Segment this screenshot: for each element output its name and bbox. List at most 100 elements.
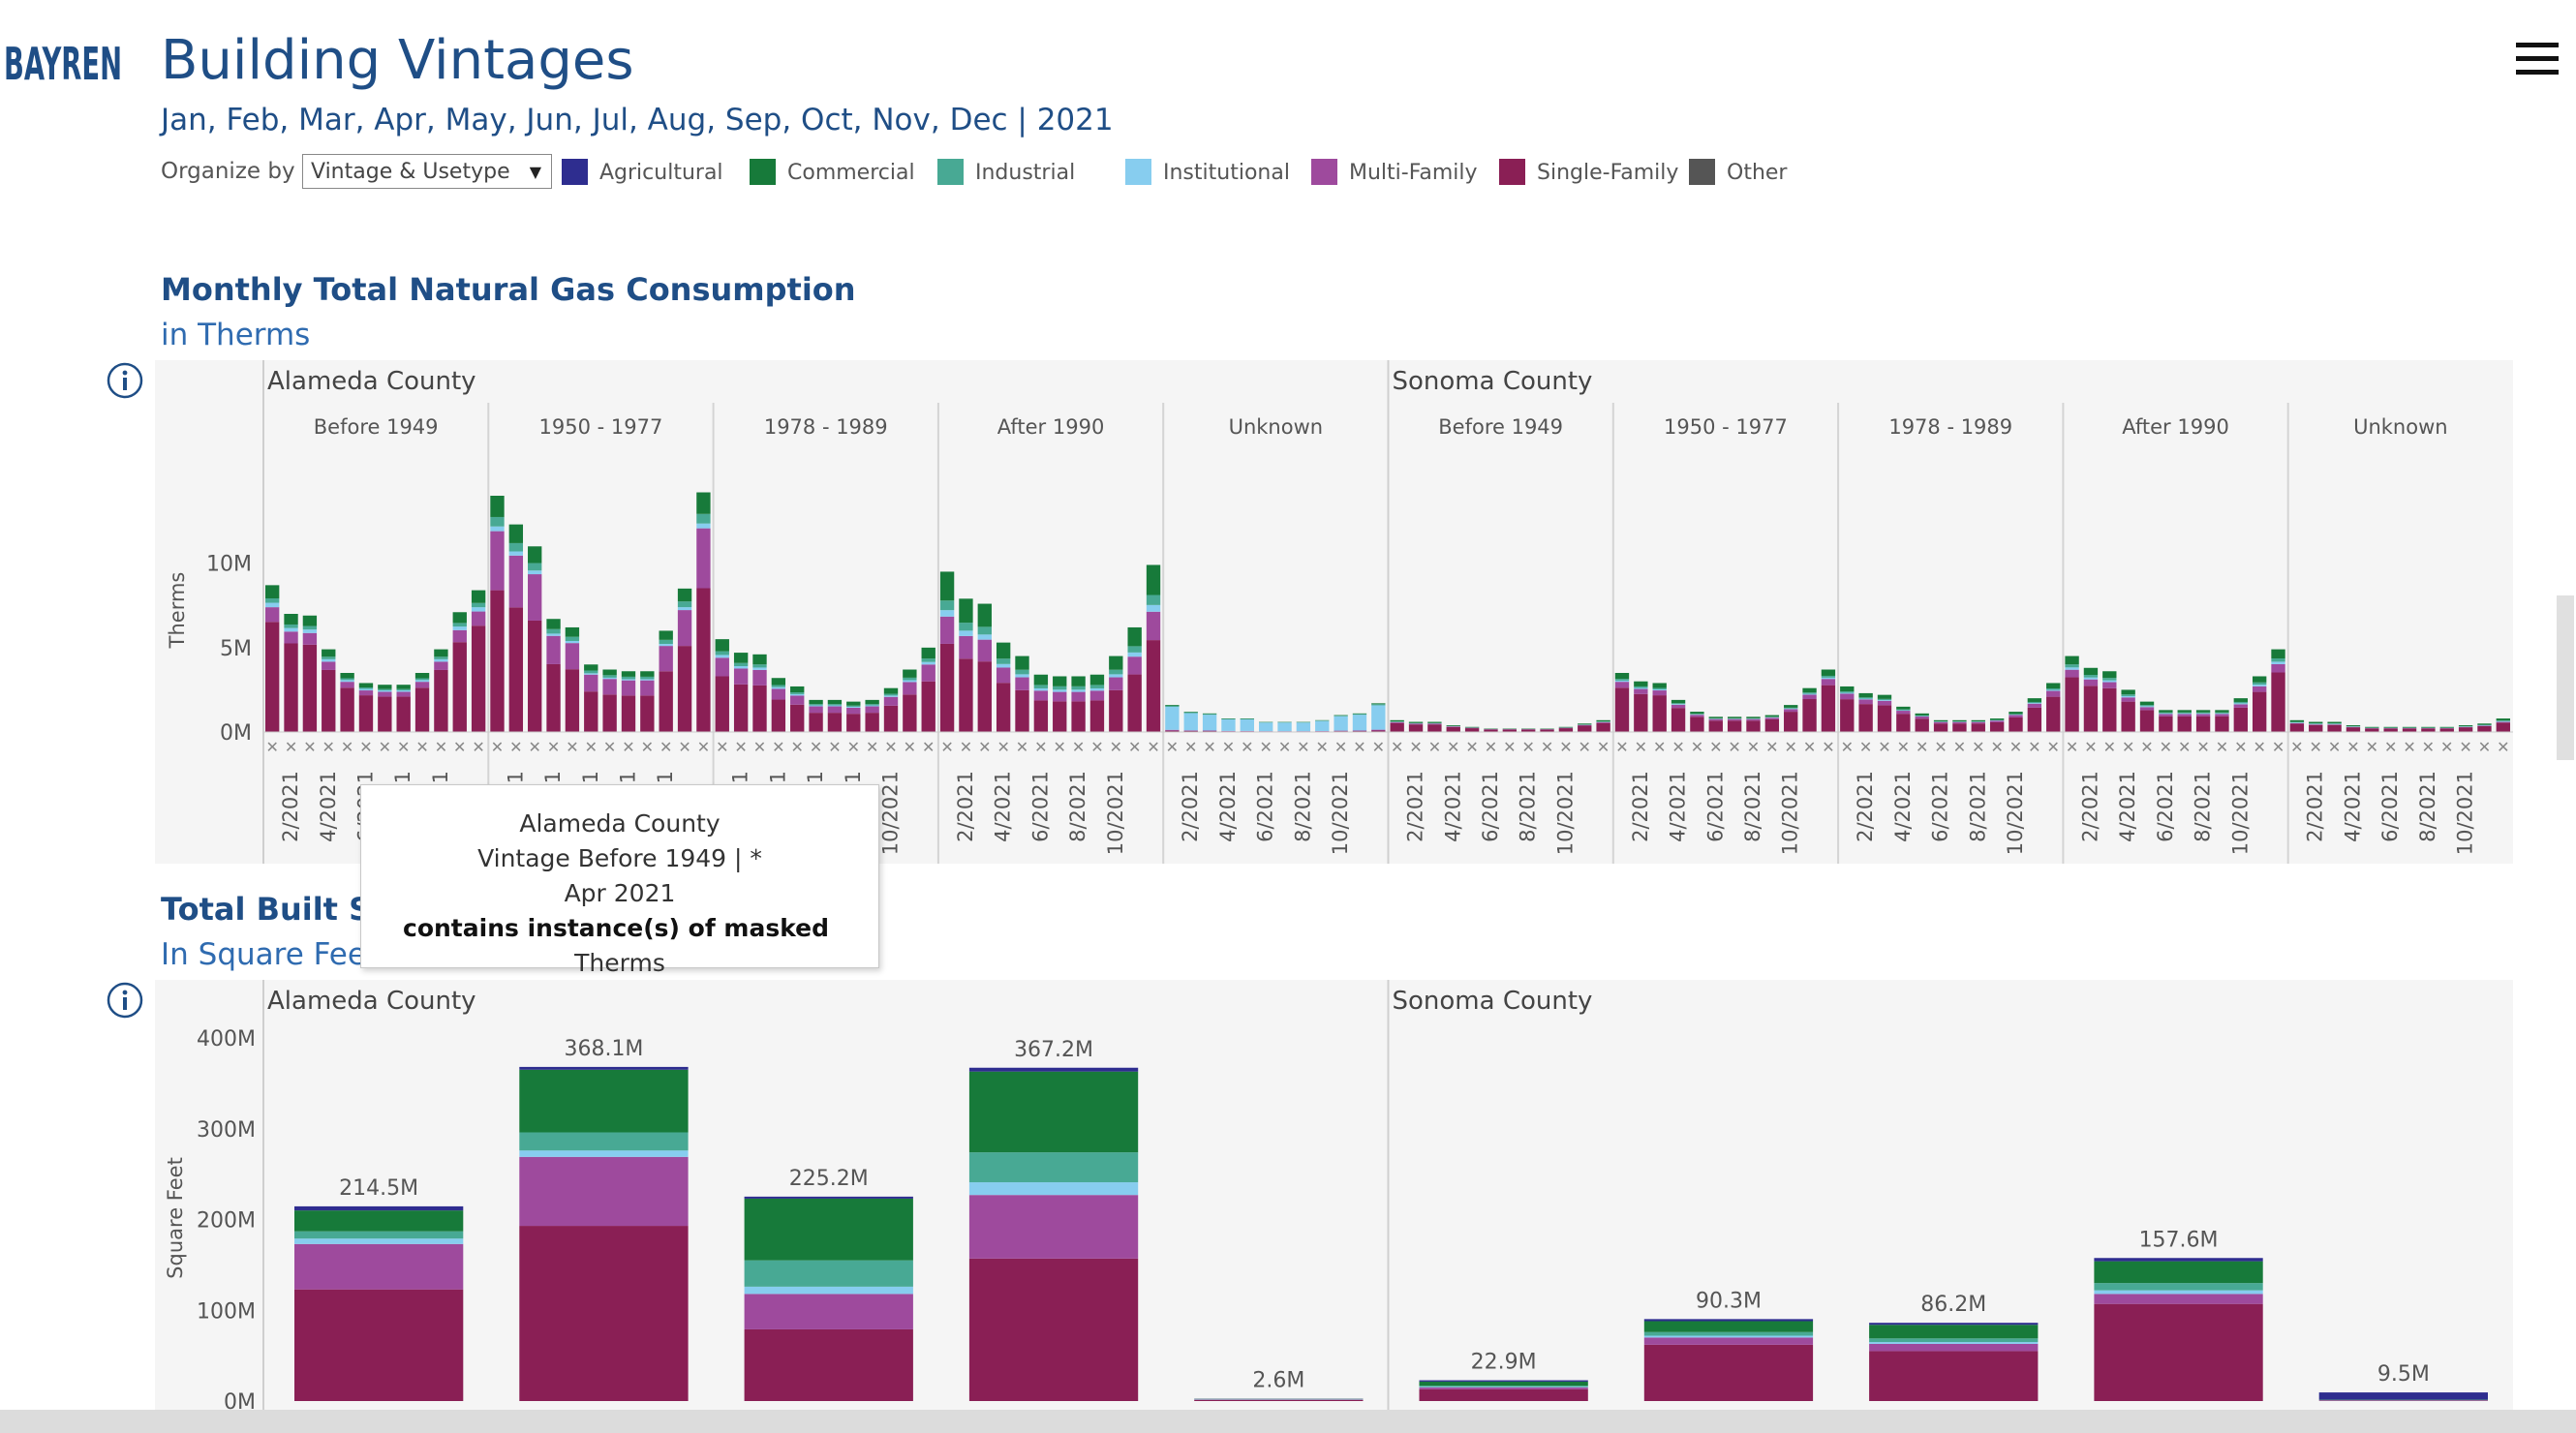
gas-bar-segment [2083,677,2099,680]
space-bar-segment [294,1238,464,1244]
masked-marker: ✕ [772,738,784,756]
horizontal-scrollbar[interactable] [0,1410,2576,1433]
gas-bar-segment [2496,722,2510,732]
gas-bar-segment [1671,708,1686,732]
masked-marker: ✕ [2310,738,2322,756]
gas-bar-segment [1652,695,1667,732]
gas-bar-segment [2346,727,2361,732]
y-tick-label: 300M [197,1118,256,1143]
gas-bar-segment [2121,701,2135,732]
gas-bar-segment [883,696,899,706]
gas-bar-segment [827,705,843,707]
masked-marker: ✕ [2497,738,2509,756]
gas-bar-segment [2159,713,2173,715]
x-tick-label: 4/2021 [1216,771,1240,842]
gas-bar-segment [1427,721,1442,723]
gas-bar-segment [939,600,955,611]
built-space-chart[interactable]: 0M 100M 200M 300M 400M Square Feet Alameda Cou… [155,980,2513,1410]
gas-bar-segment [752,667,767,670]
legend-item-commercial[interactable]: Commercial [750,159,915,185]
gas-bar-segment [1053,691,1067,702]
legend-label: Institutional [1163,161,1290,185]
masked-marker: ✕ [1391,738,1403,756]
gas-bar-segment [584,691,598,732]
county-header: Sonoma County [1393,987,1593,1016]
legend-label: Agricultural [599,161,723,185]
gas-bar-segment [2177,712,2192,714]
gas-bar-segment [1089,690,1105,701]
gas-bar-segment [2327,721,2342,724]
space-bar-segment [1869,1323,2039,1326]
gas-bar-segment [752,664,767,668]
masked-marker: ✕ [1653,738,1666,756]
gas-bar-segment [996,667,1011,684]
gas-bar-segment [752,669,767,686]
legend-label: Multi-Family [1349,161,1478,185]
masked-marker: ✕ [1541,738,1553,756]
space-bar-segment [744,1196,913,1199]
legend-item-institutional[interactable]: Institutional [1125,159,1290,185]
gas-bar-segment [1877,700,1892,701]
gas-bar-segment [378,685,392,689]
legend-item-single-family[interactable]: Single-Family [1499,159,1678,185]
gas-chart-title: Monthly Total Natural Gas Consumption [161,271,856,308]
space-bar-segment [1419,1386,1588,1387]
space-info-icon[interactable] [107,982,143,1019]
gas-bar-segment [1858,699,1873,705]
gas-bar-segment [2383,728,2398,732]
gas-bar-segment [790,693,805,696]
masked-marker: ✕ [265,738,278,756]
gas-bar-segment [302,615,318,626]
space-bar-segment [1643,1321,1814,1332]
gas-bar-segment [1315,720,1330,732]
gas-bar-segment [2421,728,2436,732]
masked-marker: ✕ [960,738,972,756]
masked-marker: ✕ [1485,738,1497,756]
gas-bar-segment [996,683,1011,732]
space-bar-segment [294,1243,464,1290]
gas-bar-segment [2309,721,2323,724]
masked-marker: ✕ [1897,738,1910,756]
gas-bar-segment [1746,718,1761,721]
gas-bar-segment [1109,677,1123,690]
gas-bar-segment [1015,689,1029,732]
gas-info-icon[interactable] [107,362,143,399]
bayren-logo[interactable]: BAYREN [0,29,136,97]
organize-by-dropdown[interactable]: Vintage & Usetype ▼ [302,154,552,189]
gas-bar-segment [1652,687,1667,690]
gas-bar-segment [1427,724,1442,732]
legend-item-industrial[interactable]: Industrial [937,159,1075,185]
county-header: Alameda County [267,367,476,396]
gas-bar-segment [1352,715,1367,731]
legend-item-multi-family[interactable]: Multi-Family [1311,159,1478,185]
space-bar-segment [294,1210,464,1232]
x-tick-label: 8/2021 [1291,771,1314,842]
gas-bar-segment [2177,716,2192,732]
masked-marker: ✕ [2403,738,2415,756]
gas-bar-segment [2177,714,2192,716]
masked-marker: ✕ [1016,738,1028,756]
gas-bar-segment [1521,729,1536,732]
legend-item-other[interactable]: Other [1689,159,1787,185]
gas-bar-segment [715,639,729,652]
y-axis-label: Therms [166,572,189,650]
masked-marker: ✕ [2272,738,2285,756]
gas-bar-segment [1127,652,1142,657]
x-tick-label: 2/2021 [954,771,977,842]
gas-bar-segment [2046,690,2061,697]
gas-bar-segment [640,671,655,677]
gas-bar-segment [1484,729,1498,732]
menu-icon[interactable] [2516,43,2559,81]
gas-bar-segment [1989,721,2005,732]
gas-bar-segment [414,687,430,732]
organize-by-label: Organize by [161,159,295,184]
vertical-scrollbar[interactable] [2557,595,2574,760]
gas-bar-segment [546,619,561,629]
gas-bar-segment [1708,720,1723,732]
gas-bar-segment [565,669,580,732]
gas-consumption-chart[interactable]: 0M 5M 10M Therms Alameda County Before 1949 ✕ ✕… [155,360,2513,864]
gas-bar-segment [1634,686,1648,688]
masked-marker: ✕ [509,738,522,756]
legend-item-agricultural[interactable]: Agricultural [562,159,723,185]
gas-bar-segment [1446,725,1460,726]
